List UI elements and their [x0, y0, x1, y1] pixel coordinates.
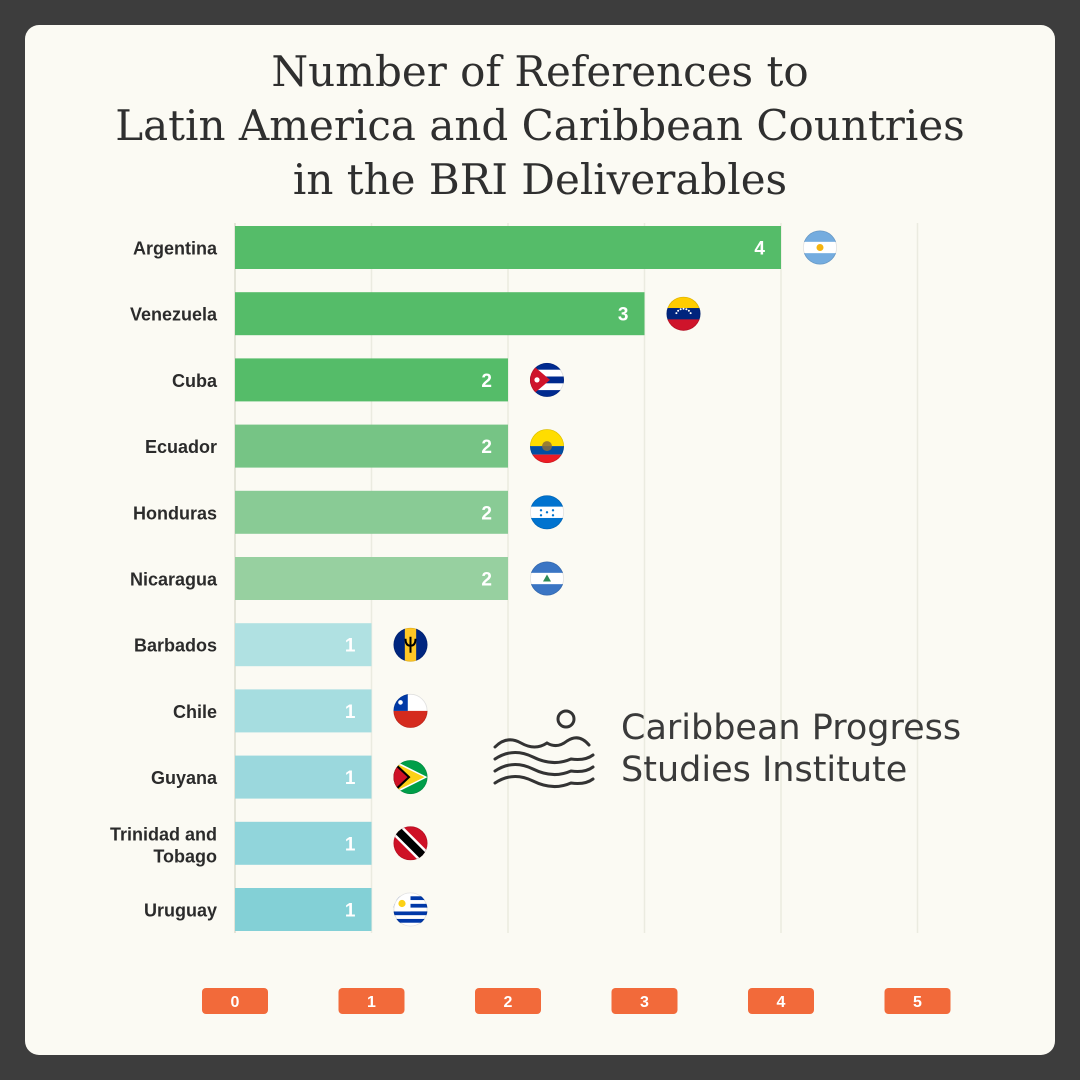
x-tick: 2	[475, 988, 541, 1014]
x-tick-label: 3	[640, 994, 649, 1011]
category-label: Trinidad and Tobago	[110, 824, 217, 866]
data-label: 1	[345, 636, 356, 657]
waves-logo-icon	[493, 709, 595, 788]
chart-title-line-2: Latin America and Caribbean Countries	[115, 101, 965, 150]
category-label: Venezuela	[130, 305, 218, 325]
data-label: 1	[345, 834, 356, 855]
data-label: 2	[481, 503, 492, 524]
institute-logo: Caribbean Progress Studies Institute	[493, 705, 993, 815]
bar-chart: Argentina Venezuela Cuba Ecuador Honduras Nic…	[110, 223, 951, 1014]
category-label: Barbados	[134, 636, 217, 656]
logo-line-2: Studies Institute	[621, 750, 908, 790]
bar-barbados	[235, 623, 372, 667]
chile-flag	[393, 693, 428, 728]
guyana-flag	[393, 760, 428, 795]
data-label: 4	[754, 239, 765, 260]
data-labels: 4 3 2 2 2 2 1 1 1 1 1	[345, 239, 766, 922]
data-label: 3	[618, 305, 629, 326]
x-tick-label: 1	[367, 994, 376, 1011]
venezuela-flag	[666, 296, 701, 331]
category-label: Guyana	[151, 768, 218, 788]
honduras-flag	[529, 495, 564, 530]
data-label: 2	[481, 437, 492, 458]
category-label: Chile	[173, 702, 217, 722]
gridlines	[234, 223, 919, 933]
trinidad-and-tobago-flag	[393, 826, 428, 861]
x-tick: 0	[202, 988, 268, 1014]
bar-chile	[235, 689, 372, 733]
x-tick-badge	[611, 988, 678, 1014]
bar-ecuador	[235, 424, 508, 468]
bar-guyana	[235, 755, 372, 799]
chart-title: Number of References to Latin America an…	[25, 45, 1055, 207]
x-tick-badge	[884, 988, 951, 1014]
chart-title-line-1: Number of References to	[271, 47, 809, 96]
uruguay-flag	[393, 892, 428, 927]
category-label: Cuba	[172, 371, 218, 391]
chart-card: Number of References to Latin America an…	[25, 25, 1055, 1055]
x-tick-badge	[748, 988, 814, 1014]
bar-honduras	[235, 490, 508, 534]
bars	[235, 226, 781, 931]
x-tick-label: 2	[504, 994, 513, 1011]
x-tick: 4	[748, 988, 814, 1014]
data-label: 1	[345, 702, 356, 723]
x-tick-label: 5	[913, 994, 922, 1011]
bar-argentina	[235, 226, 781, 269]
x-tick: 1	[338, 988, 405, 1014]
x-tick: 5	[884, 988, 951, 1014]
bar-uruguay	[235, 888, 372, 931]
x-tick: 3	[611, 988, 678, 1014]
category-label: Argentina	[133, 239, 218, 259]
logo-wordmark: Caribbean Progress Studies Institute	[621, 707, 961, 791]
bar-nicaragua	[235, 557, 508, 600]
data-label: 1	[345, 901, 356, 922]
x-tick-label: 0	[231, 994, 240, 1011]
category-label: Nicaragua	[130, 570, 218, 590]
bar-venezuela	[235, 292, 645, 336]
data-label: 2	[481, 371, 492, 392]
x-tick-badge	[202, 988, 268, 1014]
bar-trinidad-and-tobago	[235, 821, 372, 865]
category-labels: Argentina Venezuela Cuba Ecuador Honduras Nic…	[110, 239, 218, 921]
cuba-flag	[529, 362, 564, 397]
data-label: 2	[481, 570, 492, 591]
category-label: Ecuador	[145, 437, 217, 457]
barbados-flag	[393, 627, 428, 662]
bar-cuba	[235, 358, 508, 402]
x-tick-badge	[338, 988, 405, 1014]
data-label: 1	[345, 768, 356, 789]
x-axis-ticks: 0 1 2 3 4 5	[202, 988, 951, 1014]
x-tick-badge	[475, 988, 541, 1014]
argentina-flag	[803, 230, 838, 265]
category-label: Honduras	[133, 503, 217, 523]
chart-title-line-3: in the BRI Deliverables	[292, 155, 788, 204]
logo-line-1: Caribbean Progress	[621, 708, 962, 748]
nicaragua-flag	[529, 561, 564, 596]
ecuador-flag	[529, 429, 564, 464]
category-label: Uruguay	[144, 901, 217, 921]
x-tick-label: 4	[777, 994, 786, 1011]
